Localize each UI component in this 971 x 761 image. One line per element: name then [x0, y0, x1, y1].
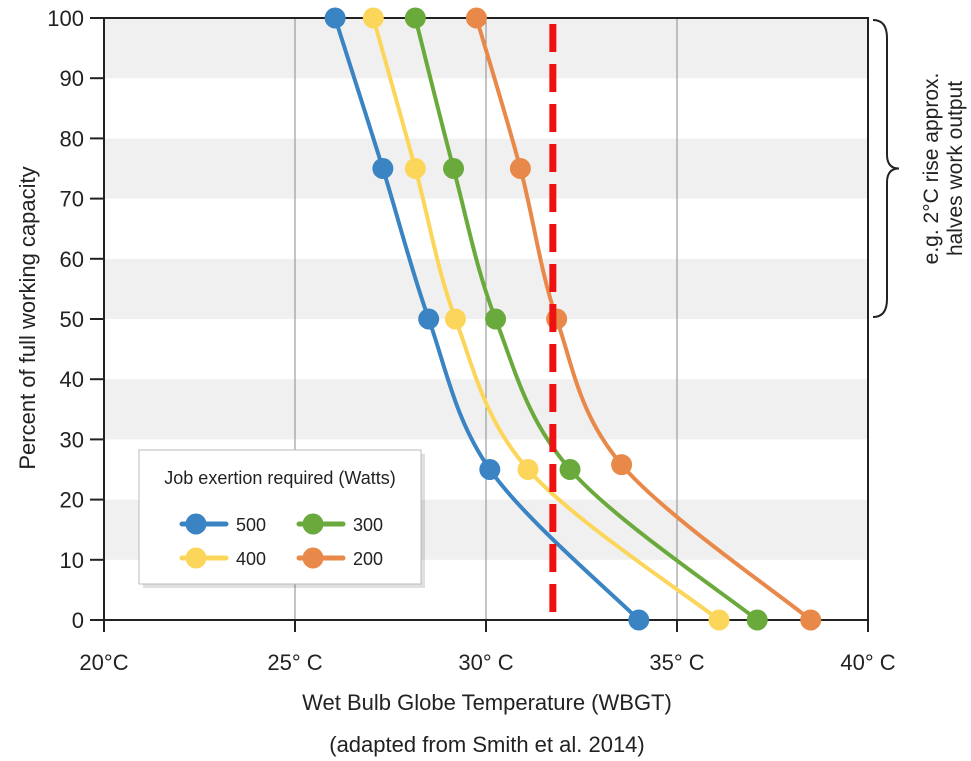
legend-entry-300: 300 — [296, 513, 383, 535]
point-500-3 — [479, 459, 501, 480]
legend: Job exertion required (Watts) 500 400 300 20… — [138, 449, 425, 588]
series-400 — [362, 7, 730, 631]
point-300-4 — [746, 609, 768, 631]
x-axis-title: Wet Bulb Globe Temperature (WBGT) — [302, 690, 672, 715]
source-caption: (adapted from Smith et al. 2014) — [329, 732, 645, 757]
point-200-3 — [611, 454, 633, 476]
legend-marker-300 — [302, 513, 324, 535]
x-tick-label-25: 25° C — [267, 650, 322, 675]
point-500-1 — [372, 158, 394, 179]
point-300-0 — [404, 7, 426, 29]
point-300-2 — [485, 308, 507, 330]
legend-label-200: 200 — [353, 549, 383, 569]
brace — [872, 19, 900, 318]
legend-marker-400 — [185, 547, 207, 569]
y-tick-label-0: 0 — [72, 608, 84, 633]
y-tick-label-70: 70 — [60, 187, 84, 212]
y-tick-label-80: 80 — [60, 126, 84, 151]
series-line-300 — [413, 16, 760, 622]
series-300 — [404, 7, 768, 631]
point-400-1 — [404, 158, 426, 179]
x-tick-label-20: 20°C — [79, 650, 128, 675]
point-200-2 — [546, 308, 568, 330]
x-tick-label-30: 30° C — [458, 650, 513, 675]
legend-entry-200: 200 — [296, 547, 383, 569]
legend-box — [138, 449, 422, 585]
point-500-4 — [628, 609, 650, 631]
point-500-2 — [418, 308, 440, 330]
y-axis: 0 10 20 30 40 50 60 70 80 90 100 — [47, 6, 104, 633]
legend-label-400: 400 — [236, 549, 266, 569]
legend-entry-500: 500 — [179, 513, 266, 535]
point-300-3 — [559, 459, 581, 480]
series-500 — [324, 7, 650, 631]
legend-marker-500 — [185, 513, 207, 535]
point-200-0 — [465, 7, 487, 29]
y-axis-title: Percent of full working capacity — [15, 166, 40, 469]
y-tick-label-90: 90 — [60, 66, 84, 91]
point-400-0 — [362, 7, 384, 29]
legend-label-300: 300 — [353, 515, 383, 535]
series-layer — [324, 7, 822, 631]
point-400-3 — [517, 459, 539, 480]
annotation-line-1: halves work output — [944, 81, 967, 256]
legend-entry-400: 400 — [179, 547, 266, 569]
point-200-4 — [800, 609, 822, 631]
y-tick-label-50: 50 — [60, 307, 84, 332]
legend-title: Job exertion required (Watts) — [164, 468, 395, 488]
annotation-line-0: e.g. 2°C rise approx. — [920, 73, 943, 265]
y-tick-label-100: 100 — [47, 6, 84, 31]
y-tick-label-30: 30 — [60, 427, 84, 452]
point-400-4 — [708, 609, 730, 631]
point-500-0 — [324, 7, 346, 29]
y-tick-label-20: 20 — [60, 488, 84, 513]
legend-label-500: 500 — [236, 515, 266, 535]
y-tick-label-10: 10 — [60, 548, 84, 573]
series-line-400 — [371, 16, 722, 622]
y-tick-label-60: 60 — [60, 247, 84, 272]
point-400-2 — [444, 308, 466, 330]
y-tick-label-40: 40 — [60, 367, 84, 392]
point-200-1 — [509, 158, 531, 179]
annotation: e.g. 2°C rise approx.halves work output — [872, 19, 967, 318]
x-tick-label-35: 35° C — [649, 650, 704, 675]
legend-marker-200 — [302, 547, 324, 569]
point-300-1 — [443, 158, 465, 179]
x-axis: 20°C 25° C 30° C 35° C 40° C — [79, 620, 896, 675]
annotation-text: e.g. 2°C rise approx.halves work output — [920, 73, 967, 265]
x-tick-label-40: 40° C — [840, 650, 895, 675]
